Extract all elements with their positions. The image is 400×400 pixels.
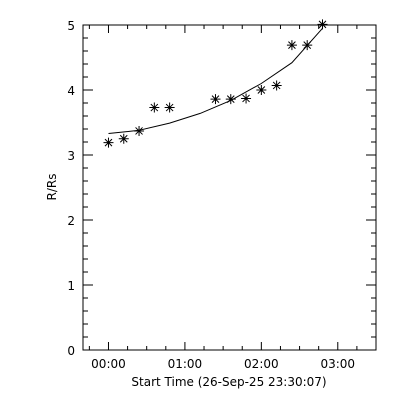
points-layer [103, 19, 328, 148]
x-tick-label: 03:00 [320, 357, 355, 371]
y-tick-label: 3 [67, 149, 75, 163]
x-axis-label: Start Time (26-Sep-25 23:30:07) [131, 375, 326, 389]
data-point [210, 94, 221, 105]
data-point [118, 133, 129, 144]
y-tick-label: 0 [67, 344, 75, 358]
y-tick-label: 4 [67, 84, 75, 98]
ticks [83, 24, 377, 351]
fit-line [108, 27, 323, 134]
data-point [149, 102, 160, 113]
data-point [317, 19, 328, 30]
x-tick-label: 02:00 [244, 357, 279, 371]
y-tick-label: 1 [67, 279, 75, 293]
tick-labels: 00:00 01:00 02:00 03:00 0 1 2 3 4 5 [67, 19, 355, 371]
x-tick-label: 00:00 [91, 357, 126, 371]
y-tick-label: 5 [67, 19, 75, 33]
data-point [241, 93, 252, 104]
data-point [271, 80, 282, 91]
fit-layer [108, 27, 323, 134]
data-point [256, 85, 267, 95]
x-tick-label: 01:00 [168, 357, 203, 371]
plot-frame [82, 24, 377, 351]
data-point [302, 40, 313, 51]
y-tick-label: 2 [67, 214, 75, 228]
data-point [286, 40, 297, 51]
data-point [103, 137, 114, 148]
data-point [225, 94, 236, 105]
y-axis-label: R/Rs [45, 174, 59, 201]
data-point [134, 125, 145, 136]
data-point [164, 102, 175, 113]
